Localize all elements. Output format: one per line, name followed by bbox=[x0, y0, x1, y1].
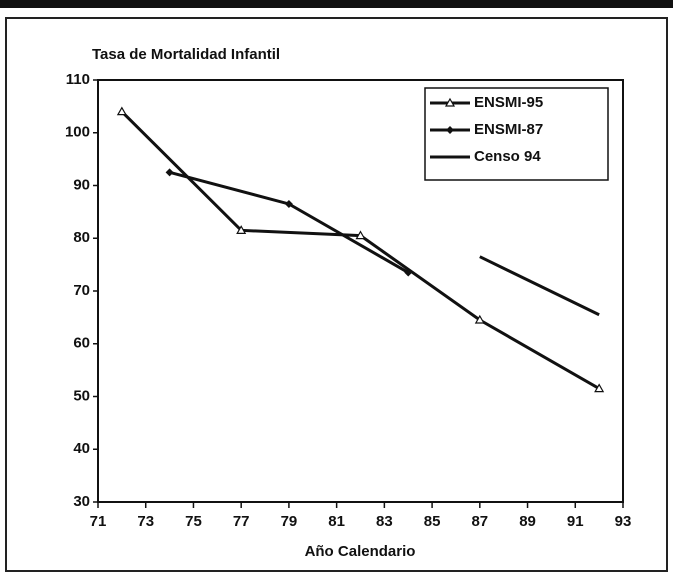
y-tick-label: 50 bbox=[73, 387, 90, 404]
marker bbox=[284, 199, 293, 208]
x-tick-label: 73 bbox=[137, 513, 154, 530]
marker bbox=[474, 314, 485, 324]
legend-label: Censo 94 bbox=[474, 148, 541, 165]
x-tick-label: 81 bbox=[328, 513, 345, 530]
y-tick-label: 100 bbox=[65, 124, 90, 141]
top-bar bbox=[0, 0, 673, 8]
x-tick-label: 75 bbox=[185, 513, 202, 530]
x-tick-label: 85 bbox=[424, 513, 441, 530]
x-tick-label: 77 bbox=[233, 513, 250, 530]
marker bbox=[404, 268, 413, 277]
x-tick-label: 87 bbox=[471, 513, 488, 530]
series-line bbox=[479, 255, 600, 317]
x-tick-label: 91 bbox=[567, 513, 584, 530]
x-tick-label: 83 bbox=[376, 513, 393, 530]
x-tick-label: 79 bbox=[281, 513, 298, 530]
x-tick-label: 89 bbox=[519, 513, 536, 530]
chart-title: Tasa de Mortalidad Infantil bbox=[92, 46, 280, 63]
x-tick-label: 71 bbox=[90, 513, 107, 530]
y-tick-label: 90 bbox=[73, 176, 90, 193]
x-tick-label: 93 bbox=[615, 513, 632, 530]
marker bbox=[444, 97, 456, 107]
y-tick-label: 70 bbox=[73, 282, 90, 299]
marker bbox=[355, 230, 366, 240]
y-tick-label: 60 bbox=[73, 335, 90, 352]
y-tick-label: 30 bbox=[73, 493, 90, 510]
y-tick-label: 110 bbox=[66, 71, 90, 88]
y-tick-label: 80 bbox=[73, 229, 90, 246]
series-line bbox=[169, 170, 409, 274]
y-tick-label: 40 bbox=[73, 440, 90, 457]
legend-label: ENSMI-95 bbox=[474, 94, 543, 111]
marker bbox=[165, 168, 174, 177]
legend-label: ENSMI-87 bbox=[474, 121, 543, 138]
marker bbox=[116, 106, 127, 116]
marker bbox=[446, 126, 454, 134]
x-axis-label: Año Calendario bbox=[305, 543, 416, 560]
marker bbox=[236, 225, 247, 234]
marker bbox=[594, 383, 605, 393]
frame bbox=[5, 17, 668, 572]
